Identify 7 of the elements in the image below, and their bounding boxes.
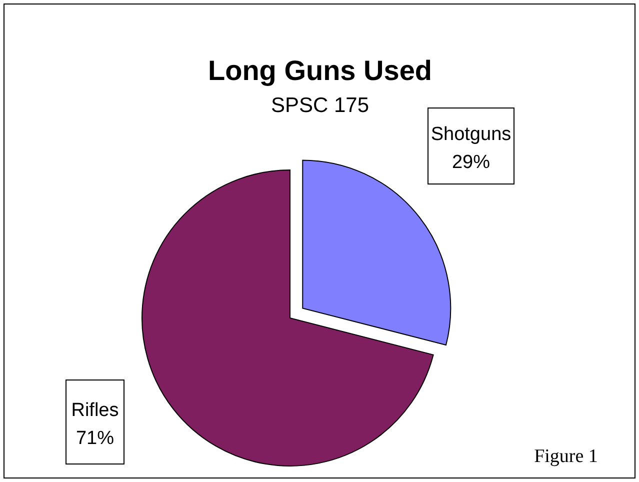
caption: Figure 1 [534,446,598,467]
slice-label: Shotguns [430,124,512,145]
chart-subtitle: SPSC 175 [270,94,370,117]
data-label: 71% [76,428,114,449]
data-label: 29% [452,152,490,173]
slice-label: Rifles [71,400,119,421]
chart-title: Long Guns Used [208,55,432,86]
